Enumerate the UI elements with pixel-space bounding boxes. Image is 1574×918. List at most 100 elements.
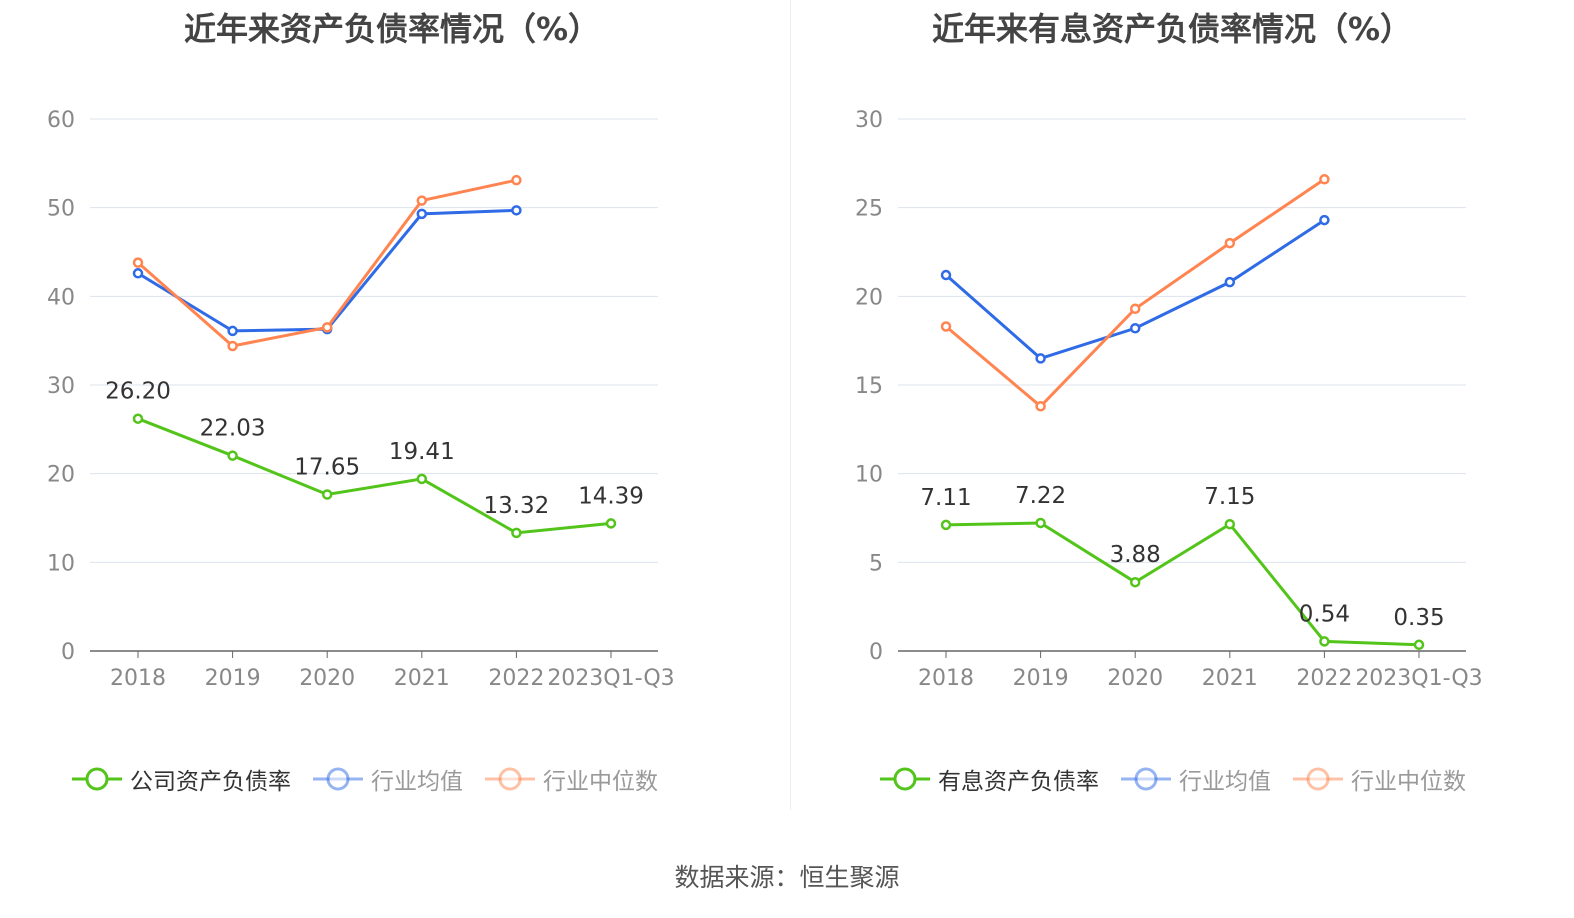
legend-marker-icon [1293,767,1343,791]
x-tick-label: 2019 [1013,666,1069,691]
data-point [511,527,522,539]
legend-label: 行业均值 [1179,769,1271,795]
data-point [1224,237,1236,249]
data-point [227,340,238,352]
data-point [1319,174,1330,185]
data-label: 7.11 [920,485,971,511]
chart-title-right: 近年来有息资产负债率情况（%） [931,10,1413,48]
y-tick-label: 20 [855,285,883,310]
data-label: 7.22 [1015,483,1066,509]
data-label: 19.41 [389,439,455,465]
x-tick-label: 2020 [299,666,355,691]
data-point [1035,353,1046,364]
y-tick-label: 25 [855,197,883,222]
data-label: 14.39 [578,483,644,509]
data-label: 0.35 [1393,605,1444,631]
data-point [1129,303,1141,314]
legend-item[interactable]: 行业均值 [313,762,463,796]
data-point [416,208,428,220]
divider [790,0,791,810]
x-tick-label: 2023Q1-Q3 [1355,666,1482,691]
legend-marker-icon [485,767,535,791]
y-tick-label: 60 [47,108,75,133]
x-tick-label: 2018 [918,666,974,691]
chart-title-left: 近年来资产负债率情况（%） [183,10,601,48]
x-tick-label: 2018 [110,666,166,691]
data-label: 7.15 [1204,484,1255,510]
data-source: 数据来源：恒生聚源 [674,863,900,892]
data-label: 0.54 [1299,601,1350,627]
data-point [940,321,952,332]
data-point [321,489,333,500]
data-point [940,269,952,281]
y-tick-label: 20 [47,463,75,488]
legend-marker-icon [72,767,122,791]
legend-marker-icon [880,767,930,791]
legend-label: 行业均值 [371,769,463,795]
data-point [940,519,952,531]
x-tick-label: 2019 [205,666,261,691]
legend-item[interactable]: 行业中位数 [485,762,658,796]
data-point [1319,636,1330,647]
data-point [227,450,238,461]
series-line [137,178,517,348]
y-tick-label: 30 [855,108,883,133]
data-point [1224,276,1236,288]
legend-item[interactable]: 有息资产负债率 [880,762,1099,796]
data-label: 22.03 [200,416,266,442]
data-point [416,473,428,485]
y-tick-label: 0 [869,640,883,665]
y-tick-label: 10 [855,463,883,488]
legend-item[interactable]: 公司资产负债率 [72,762,291,796]
data-point [605,518,617,529]
legend-item[interactable]: 行业中位数 [1293,762,1466,796]
data-point [1413,639,1425,651]
data-label: 26.20 [105,379,171,405]
data-point [1129,576,1141,588]
x-tick-label: 2021 [1202,666,1258,691]
data-point [132,268,144,279]
series-line [137,417,612,535]
y-tick-label: 15 [855,374,883,399]
x-tick-label: 2022 [1296,666,1352,691]
chart-0: 0 10 20 30 40 50 60 2018 2019 2020 2021 2022 2023Q1-… [47,108,675,691]
y-tick-label: 30 [47,374,75,399]
y-tick-label: 40 [47,285,75,310]
data-point [416,195,428,206]
y-tick-label: 0 [61,640,75,665]
legend-label: 有息资产负债率 [938,769,1099,795]
legend-marker-icon [313,767,363,791]
y-tick-label: 10 [47,551,75,576]
data-point [1035,401,1046,412]
data-point [1035,517,1046,529]
data-label: 13.32 [483,493,549,519]
data-point [1129,323,1141,334]
chart-1: 0 5 10 15 20 25 30 2018 2019 2020 2021 2022 2023Q1-Q… [855,108,1483,691]
series-line [945,178,1326,409]
legend-label: 公司资产负债率 [130,769,291,795]
series-line [945,521,1420,647]
legend-left: 公司资产负债率 行业均值 行业中位数 [72,762,680,796]
data-point [1224,518,1236,530]
data-label: 17.65 [294,455,360,481]
legend-marker-icon [1121,767,1171,791]
data-label: 3.88 [1110,542,1161,568]
legend-item[interactable]: 行业均值 [1121,762,1271,796]
legend-label: 行业中位数 [1351,769,1466,795]
y-tick-label: 50 [47,197,75,222]
x-tick-label: 2023Q1-Q3 [547,666,674,691]
data-point [227,325,238,337]
x-tick-label: 2021 [394,666,450,691]
data-point [511,174,522,186]
y-tick-label: 5 [869,551,883,576]
series-line [945,218,1326,361]
data-point [511,205,522,216]
data-point [1319,214,1330,226]
legend-label: 行业中位数 [543,769,658,795]
legend-right: 有息资产负债率 行业均值 行业中位数 [880,762,1488,796]
data-point [132,413,144,424]
x-tick-label: 2020 [1107,666,1163,691]
data-point [132,257,144,268]
x-tick-label: 2022 [488,666,544,691]
